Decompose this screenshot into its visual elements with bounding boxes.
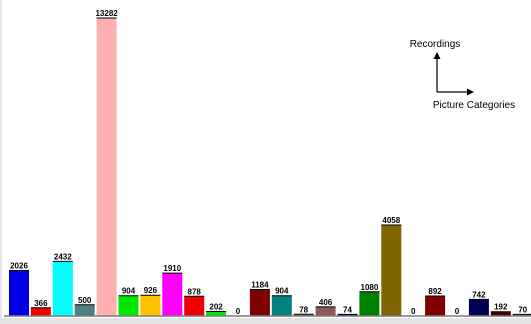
bar-value-label-0: 2026 [10,262,28,271]
bar-value-label-21: 742 [472,290,486,299]
bar-16 [359,291,380,316]
bar-2 [52,261,73,316]
bar-value-label-13: 78 [299,305,308,314]
bar-22 [490,311,511,316]
bar-15 [337,314,358,316]
bar-13 [293,314,314,316]
bar-value-label-23: 70 [518,305,527,314]
bar-value-label-12: 904 [275,287,289,296]
bar-8 [184,296,205,316]
bar-value-label-10: 0 [236,307,241,316]
axes-legend: Recordings Picture Categories [410,39,515,111]
bar-14 [315,306,336,316]
bar-value-label-5: 904 [122,287,136,296]
bar-value-label-3: 500 [78,296,92,305]
bar-value-label-8: 878 [188,287,202,296]
bar-3 [74,304,95,316]
bar-value-label-22: 192 [494,303,508,312]
bar-5 [118,295,139,316]
bar-value-label-20: 0 [455,307,460,316]
bar-7 [162,273,183,316]
bar-value-label-16: 1080 [361,283,379,292]
bar-value-label-7: 1910 [163,264,181,273]
bar-1 [30,307,51,316]
bar-value-label-11: 1184 [251,280,269,289]
bar-17 [381,224,402,316]
bar-value-label-9: 202 [209,302,223,311]
bar-21 [468,299,489,316]
bar-4 [96,18,117,316]
bottom-strip [0,318,531,324]
bar-6 [140,295,161,316]
bar-11 [249,289,270,316]
arrow-right-icon [467,88,474,96]
bar-23 [512,314,531,316]
bar-value-label-18: 0 [411,307,416,316]
bar-0 [9,270,29,316]
bar-value-label-1: 366 [34,299,48,308]
bar-value-label-15: 74 [343,305,352,314]
bar-value-label-2: 2432 [54,252,72,261]
y-axis-legend-label: Recordings [410,39,461,50]
bar-value-label-14: 406 [319,298,333,307]
bar-value-label-6: 926 [144,286,158,295]
bar-19 [425,295,446,316]
value-labels-group: 2026 366 2432 500 13282 904 926 1910 878 202 0 1184… [10,9,528,316]
x-axis-legend-label: Picture Categories [433,100,515,111]
bar-value-label-19: 892 [428,287,442,296]
bar-12 [271,295,292,316]
bar-value-label-17: 4058 [382,216,400,225]
bar-9 [206,311,227,316]
bars-group [9,17,531,316]
arrow-up-icon [433,52,441,59]
bar-value-label-4: 13282 [95,9,118,18]
